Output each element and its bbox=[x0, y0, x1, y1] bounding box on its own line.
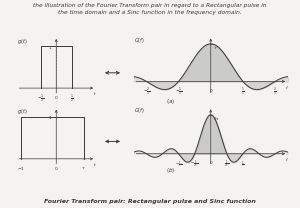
Text: $g(t)$: $g(t)$ bbox=[16, 37, 27, 46]
Text: $1$: $1$ bbox=[48, 114, 52, 121]
Text: $0$: $0$ bbox=[208, 159, 213, 166]
Text: $\frac{1}{\tau}$: $\frac{1}{\tau}$ bbox=[241, 159, 245, 170]
Text: Fourier Transform pair: Rectangular pulse and Sinc function: Fourier Transform pair: Rectangular puls… bbox=[44, 199, 256, 204]
Text: $t$: $t$ bbox=[92, 90, 96, 97]
Text: $-\frac{1}{2}$: $-\frac{1}{2}$ bbox=[37, 94, 45, 105]
Text: $g(t)$: $g(t)$ bbox=[16, 107, 27, 116]
Text: $-1$: $-1$ bbox=[17, 165, 25, 172]
Text: $-\frac{1}{\tau}$: $-\frac{1}{\tau}$ bbox=[175, 159, 182, 170]
Text: $\frac{2}{1}$: $\frac{2}{1}$ bbox=[273, 87, 277, 98]
Text: $\frac{1}{2\tau}$: $\frac{1}{2\tau}$ bbox=[224, 159, 230, 170]
Text: $G(f)$: $G(f)$ bbox=[134, 36, 145, 45]
Text: $f$: $f$ bbox=[285, 156, 290, 163]
Text: $(a)$: $(a)$ bbox=[167, 97, 176, 106]
Text: $0$: $0$ bbox=[208, 87, 213, 94]
Text: $t$: $t$ bbox=[92, 161, 96, 168]
Text: $0$: $0$ bbox=[54, 165, 58, 172]
Text: $-\frac{2}{1}$: $-\frac{2}{1}$ bbox=[142, 87, 150, 98]
Text: $1$: $1$ bbox=[48, 44, 52, 51]
Text: $-\frac{1}{2\tau}$: $-\frac{1}{2\tau}$ bbox=[190, 159, 199, 170]
Text: $0$: $0$ bbox=[54, 94, 58, 101]
Text: the illustration of the Fourier Transform pair in regard to a Rectangular pulse : the illustration of the Fourier Transfor… bbox=[33, 3, 267, 15]
Text: $(b)$: $(b)$ bbox=[167, 166, 176, 175]
Text: $2\tau$: $2\tau$ bbox=[213, 115, 221, 122]
Text: $\tau$: $\tau$ bbox=[213, 45, 218, 51]
Text: $\frac{1}{2}$: $\frac{1}{2}$ bbox=[70, 94, 74, 105]
Text: $-\frac{1}{1}$: $-\frac{1}{1}$ bbox=[175, 87, 182, 98]
Text: $\tau$: $\tau$ bbox=[81, 165, 86, 171]
Text: $f$: $f$ bbox=[285, 84, 290, 91]
Text: $G(f)$: $G(f)$ bbox=[134, 106, 145, 115]
Text: $\frac{1}{1}$: $\frac{1}{1}$ bbox=[241, 87, 245, 98]
